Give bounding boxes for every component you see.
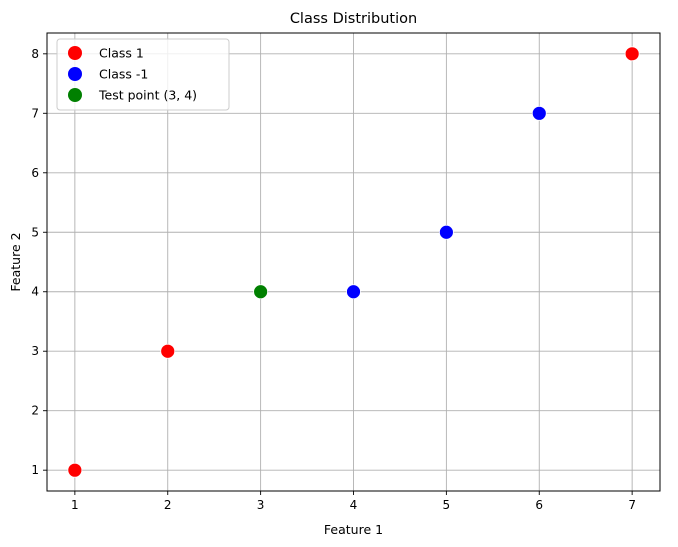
y-axis-title: Feature 2 — [8, 232, 23, 291]
data-point — [531, 105, 547, 121]
axis-ticks: 1 2 3 4 5 6 7 1 2 3 4 5 6 7 8 — [31, 47, 636, 512]
data-point — [346, 284, 361, 300]
y-tick-label: 3 — [31, 344, 39, 358]
x-tick-label: 1 — [71, 498, 79, 512]
x-tick-label: 7 — [628, 498, 636, 512]
y-tick-label: 6 — [31, 166, 39, 180]
x-tick-label: 3 — [257, 498, 265, 512]
legend-label: Test point (3, 4) — [98, 88, 197, 103]
y-tick-label: 1 — [31, 463, 39, 477]
x-axis-title: Feature 1 — [324, 522, 383, 537]
legend-marker — [68, 88, 82, 102]
y-tick-label: 8 — [31, 47, 39, 61]
data-points — [67, 46, 640, 478]
y-tick-label: 4 — [31, 285, 39, 299]
x-tick-label: 6 — [535, 498, 543, 512]
x-tick-label: 4 — [350, 498, 358, 512]
data-point — [160, 343, 176, 359]
data-point — [253, 284, 269, 300]
legend-marker — [68, 46, 82, 60]
legend-box — [56, 38, 230, 111]
legend: Class 1 Class -1 Test point (3, 4) — [56, 38, 230, 111]
data-point — [67, 462, 83, 478]
legend-marker — [68, 67, 82, 81]
legend-label: Class 1 — [99, 46, 144, 61]
data-point — [438, 224, 454, 240]
y-tick-label: 7 — [31, 106, 39, 120]
legend-label: Class -1 — [99, 67, 148, 82]
y-tick-label: 2 — [31, 404, 39, 418]
x-tick-label: 5 — [443, 498, 451, 512]
data-point — [624, 46, 640, 62]
plot-frame — [46, 32, 661, 492]
x-tick-label: 2 — [164, 498, 172, 512]
y-tick-label: 5 — [31, 225, 39, 239]
chart-title: Class Distribution — [290, 11, 417, 27]
